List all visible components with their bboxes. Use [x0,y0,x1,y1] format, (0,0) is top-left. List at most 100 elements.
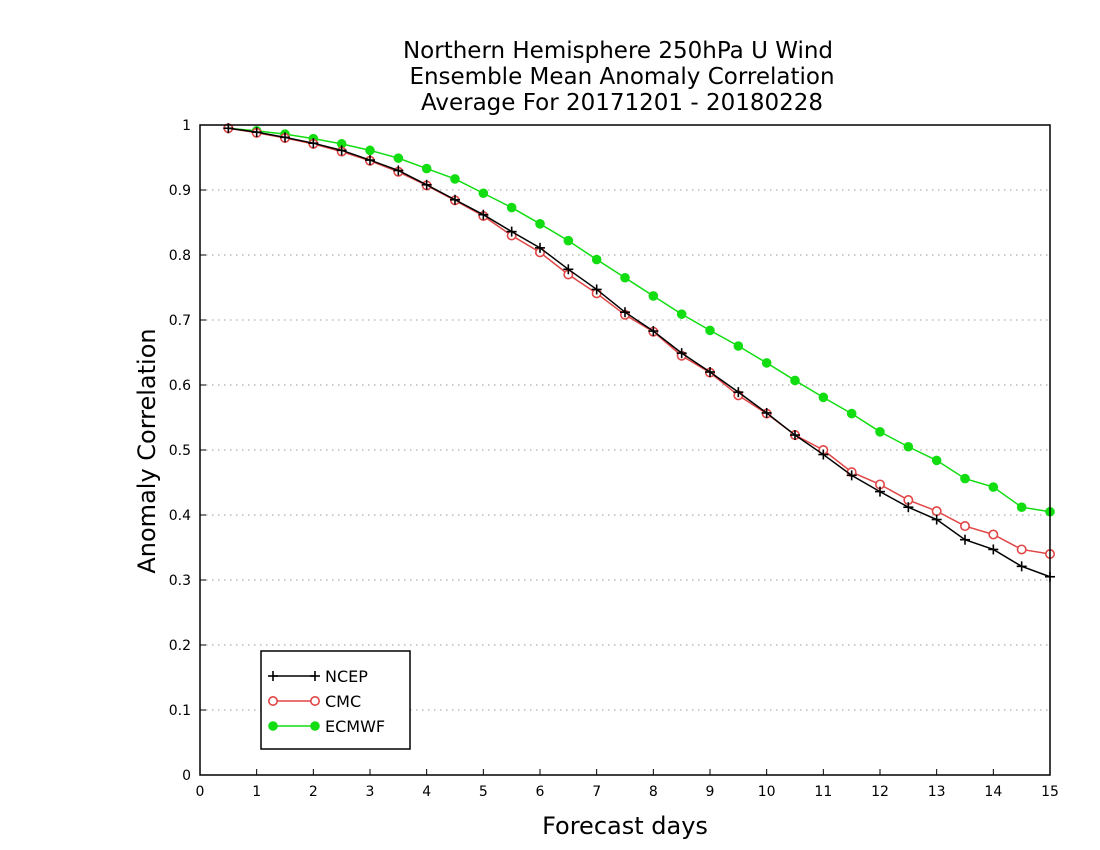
data-point-ecmwf [648,291,659,301]
data-point-ncep [421,179,432,190]
data-point-ncep [478,209,489,220]
y-axis-label: Anomaly Correlation [133,328,161,573]
data-point-ncep [931,514,942,525]
data-point-ecmwf [478,188,489,199]
data-point-ncep [563,264,574,275]
data-point-ecmwf [1016,502,1027,512]
data-point-ncep [676,348,687,359]
y-tick-label: 0.8 [169,248,191,264]
y-tick-label: 0.6 [169,378,191,394]
data-point-ncep [988,544,999,555]
x-tick-label: 3 [366,784,375,800]
data-point-ecmwf [705,325,715,336]
y-tick-label: 0.1 [169,703,191,719]
data-point-ecmwf [591,254,602,265]
y-axis-ticks: 0 0.1 0.2 0.3 0.4 0.5 0.6 0.7 0.8 0.9 1 [169,118,206,784]
data-point-ncep [818,449,829,460]
data-point-ncep [846,470,857,481]
data-point-ecmwf [393,153,404,163]
data-point-ncep [733,387,744,398]
data-point-ecmwf [506,202,517,213]
data-point-ncep [1016,561,1027,572]
x-tick-label: 14 [984,784,1002,800]
x-tick-label: 5 [479,784,488,800]
data-point-ncep [903,502,914,513]
data-point-ncep [336,145,347,156]
x-tick-label: 10 [758,784,776,800]
data-point-ncep [506,226,517,237]
data-point-ncep [280,132,290,143]
data-point-ecmwf [563,235,574,246]
data-point-ecmwf [931,455,942,466]
legend-label-ncep: NCEP [325,667,368,686]
legend-item-cmc: CMC [267,692,361,711]
legend-item-ncep: NCEP [268,667,368,686]
data-point-ncep [450,194,460,205]
data-point-ecmwf [818,392,829,403]
data-point-cmc [931,506,942,517]
data-point-ncep [535,242,545,253]
x-axis-label: Forecast days [542,812,708,840]
data-point-ncep [705,367,715,377]
y-tick-label: 1 [182,118,191,134]
legend-item-ecmwf: ECMWF [268,717,385,736]
data-point-ncep [393,165,404,176]
data-series [223,123,1056,582]
title-line-3: Average For 20171201 - 20180228 [421,90,823,116]
data-point-ncep [875,486,885,497]
data-point-ncep [308,138,319,149]
legend-marker [309,695,320,706]
data-point-ecmwf [875,427,885,437]
series-line-ncep [228,127,1051,578]
data-point-ecmwf [620,272,630,283]
y-tick-label: 0.2 [169,638,191,654]
x-tick-label: 4 [422,784,431,800]
legend: NCEP CMC ECMWF [260,650,411,750]
data-point-ecmwf [450,174,460,184]
x-tick-label: 8 [649,784,658,800]
data-point-ncep [620,307,630,318]
y-tick-label: 0.5 [169,443,191,459]
data-point-ecmwf [676,309,687,319]
legend-marker [267,695,278,706]
data-point-ecmwf [733,341,744,351]
data-point-ecmwf [960,473,970,484]
x-tick-label: 1 [252,784,261,800]
data-point-ncep [761,407,772,418]
series-ncep [223,123,1055,582]
data-point-ecmwf [365,145,375,156]
data-point-ecmwf [790,375,800,386]
x-tick-label: 7 [592,784,601,800]
data-point-cmc [959,521,970,532]
x-tick-label: 0 [196,784,205,800]
y-tick-label: 0 [182,768,191,784]
legend-box [260,650,411,750]
data-point-ecmwf [846,408,857,419]
data-point-ncep [790,430,800,441]
data-point-ecmwf [761,358,772,368]
x-axis-ticks: 0 1 2 3 4 5 6 7 8 9 10 11 12 13 14 15 [196,769,1059,800]
legend-label-cmc: CMC [325,692,361,711]
x-tick-label: 12 [871,784,889,800]
x-tick-label: 15 [1041,784,1059,800]
title-line-2: Ensemble Mean Anomaly Correlation [409,64,834,90]
data-point-ncep [251,127,262,138]
data-point-ecmwf [336,139,347,149]
y-tick-label: 0.7 [169,313,191,329]
x-tick-label: 13 [928,784,946,800]
series-line-ecmwf [228,127,1051,513]
y-tick-label: 0.3 [169,573,191,589]
data-point-cmc [1016,544,1027,555]
data-point-ecmwf [903,441,914,452]
data-point-ecmwf [421,163,432,174]
data-point-ncep [960,534,970,545]
title-line-1: Northern Hemisphere 250hPa U Wind [403,38,833,64]
x-tick-label: 2 [309,784,318,800]
legend-label-ecmwf: ECMWF [325,717,385,736]
data-point-ncep [365,155,375,166]
data-point-ncep [648,326,659,337]
data-point-cmc [988,529,999,540]
x-tick-label: 9 [706,784,715,800]
y-tick-label: 0.4 [169,508,191,524]
